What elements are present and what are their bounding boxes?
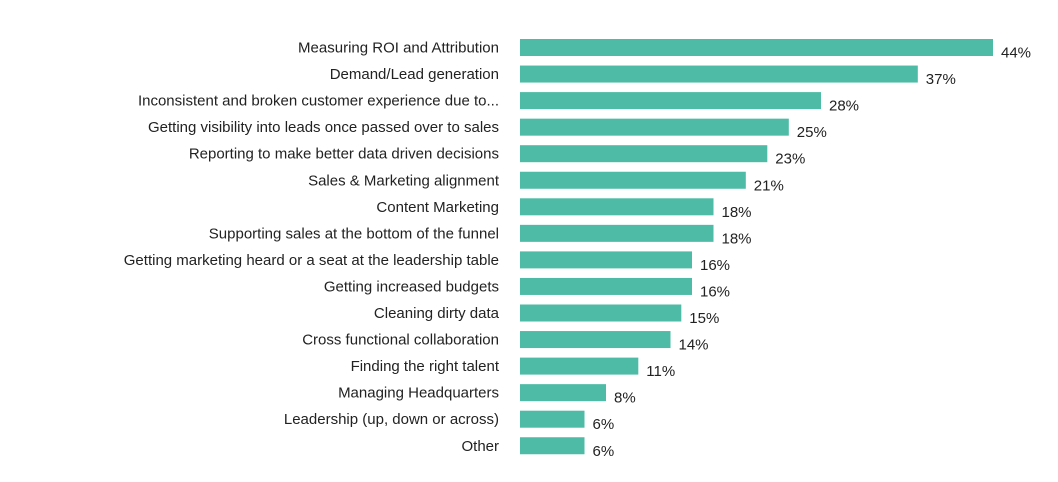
category-label: Measuring ROI and Attribution <box>298 40 499 57</box>
category-label: Getting visibility into leads once passe… <box>148 119 499 136</box>
value-label: 11% <box>646 363 675 380</box>
category-labels: Measuring ROI and Attribution Demand/Lead… <box>124 40 500 455</box>
value-label: 28% <box>829 98 859 115</box>
bars <box>520 39 993 455</box>
value-label: 44% <box>1001 45 1031 62</box>
category-label: Demand/Lead generation <box>330 66 499 83</box>
bar <box>520 331 671 349</box>
bar <box>520 65 918 83</box>
value-label: 25% <box>797 124 827 141</box>
bar <box>520 251 692 269</box>
value-label: 16% <box>700 257 730 274</box>
category-label: Finding the right talent <box>351 358 500 375</box>
category-label: Sales & Marketing alignment <box>308 172 500 189</box>
value-label: 8% <box>614 390 636 407</box>
value-label: 14% <box>679 337 709 354</box>
category-label: Content Marketing <box>376 199 499 216</box>
bar <box>520 357 639 375</box>
value-label: 6% <box>593 416 615 433</box>
bar <box>520 437 585 455</box>
bar <box>520 410 585 428</box>
value-label: 37% <box>926 71 956 88</box>
value-label: 23% <box>775 151 805 168</box>
value-label: 18% <box>722 230 752 247</box>
category-label: Other <box>461 438 499 455</box>
bar <box>520 198 714 216</box>
category-label: Cleaning dirty data <box>374 305 500 322</box>
value-label: 6% <box>593 443 615 460</box>
category-label: Inconsistent and broken customer experie… <box>138 93 499 110</box>
value-label: 16% <box>700 283 730 300</box>
category-label: Reporting to make better data driven dec… <box>189 146 499 163</box>
category-label: Managing Headquarters <box>338 385 499 402</box>
value-label: 15% <box>689 310 719 327</box>
bar <box>520 118 789 136</box>
bar <box>520 304 682 322</box>
bar <box>520 224 714 242</box>
bar <box>520 277 692 295</box>
category-label: Getting increased budgets <box>324 278 499 295</box>
bar <box>520 39 993 56</box>
bar <box>520 145 768 163</box>
category-label: Supporting sales at the bottom of the fu… <box>209 225 499 242</box>
value-label: 21% <box>754 177 784 194</box>
category-label: Cross functional collaboration <box>302 332 499 349</box>
bar <box>520 92 821 110</box>
value-label: 18% <box>722 204 752 221</box>
bar <box>520 171 746 189</box>
category-label: Getting marketing heard or a seat at the… <box>124 252 499 269</box>
category-label: Leadership (up, down or across) <box>284 411 499 428</box>
bar <box>520 384 606 402</box>
value-labels: 44%37%28%25%23%21%18%18%16%16%15%14%11%8… <box>593 45 1032 460</box>
